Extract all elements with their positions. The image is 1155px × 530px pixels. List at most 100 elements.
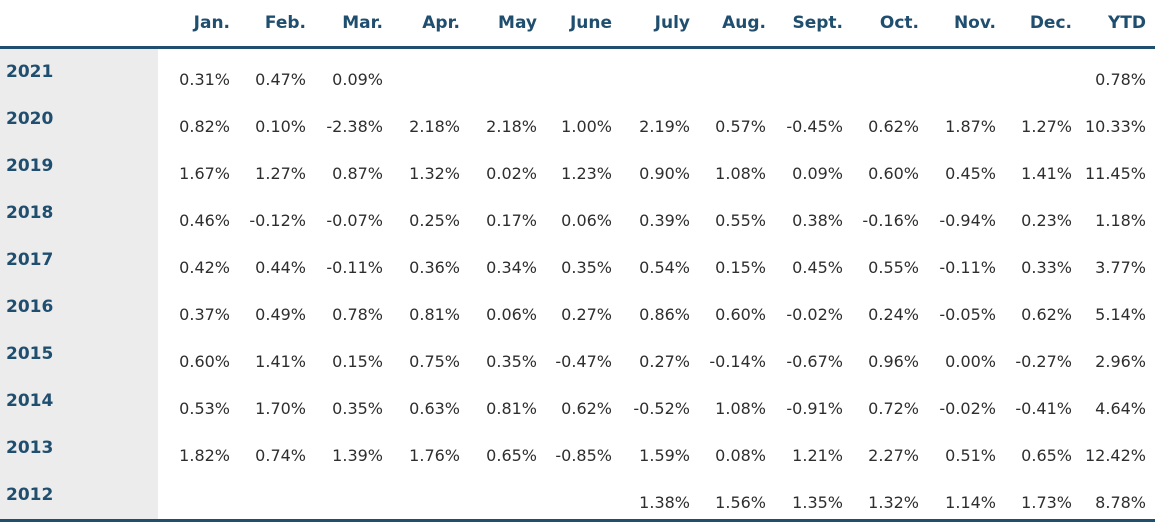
table-cell: -0.41% [1015,399,1072,418]
column-header: Nov. [953,13,996,33]
table-cell: 0.90% [639,164,690,183]
table-cell: 0.38% [792,211,843,230]
table-cell: 0.82% [179,117,230,136]
table-cell: 0.49% [255,305,306,324]
table-cell [918,70,996,90]
table-cell: 0.44% [255,258,306,277]
column-header: July [654,13,690,33]
table-cell: 0.87% [332,164,383,183]
row-year-label: 2012 [6,485,54,505]
table-cell: 0.72% [868,399,919,418]
table-cell: 4.64% [1095,399,1146,418]
table-cell: 0.53% [179,399,230,418]
table-cell: 0.35% [486,352,537,371]
column-header: June [569,13,612,33]
table-cell [382,70,460,90]
table-cell: 1.38% [639,493,690,512]
table-cell: 1.56% [715,493,766,512]
column-header: Sept. [792,13,843,33]
table-cell: 1.00% [561,117,612,136]
table-cell: 0.63% [409,399,460,418]
table-cell: 0.45% [792,258,843,277]
table-cell: 0.78% [1095,70,1146,89]
table-cell: -0.94% [939,211,996,230]
table-cell: 0.09% [332,70,383,89]
table-cell: 12.42% [1084,446,1146,465]
table-cell: 8.78% [1095,493,1146,512]
table-cell: 1.87% [945,117,996,136]
table-cell [765,70,843,90]
table-cell: 0.31% [179,70,230,89]
table-cell: 0.81% [486,399,537,418]
table-cell: 1.73% [1021,493,1072,512]
table-cell: -0.05% [939,305,996,324]
column-header: Apr. [422,13,460,33]
column-header: YTD [1107,13,1146,33]
table-cell: 0.15% [332,352,383,371]
table-cell: 2.18% [486,117,537,136]
table-cell: 0.24% [868,305,919,324]
table-cell: 0.27% [639,352,690,371]
row-year-label: 2021 [6,62,54,82]
row-year-label: 2018 [6,203,54,223]
table-cell: 0.75% [409,352,460,371]
table-cell: 0.15% [715,258,766,277]
table-cell: 0.65% [486,446,537,465]
table-cell: 0.02% [486,164,537,183]
table-cell: 0.42% [179,258,230,277]
table-cell: -0.14% [709,352,766,371]
table-cell: 1.08% [715,399,766,418]
table-cell: 0.96% [868,352,919,371]
table-cell: 1.67% [179,164,230,183]
table-cell: 1.18% [1095,211,1146,230]
table-cell [459,493,537,513]
column-header: Oct. [879,13,919,33]
table-cell: -0.02% [939,399,996,418]
table-cell: 0.23% [1021,211,1072,230]
table-cell: -0.11% [939,258,996,277]
table-cell: 2.18% [409,117,460,136]
row-year-label: 2016 [6,297,54,317]
table-cell [228,493,306,513]
table-cell: 0.39% [639,211,690,230]
table-cell: 1.70% [255,399,306,418]
table-cell [612,70,690,90]
table-cell: -2.38% [326,117,383,136]
table-cell: -0.11% [326,258,383,277]
table-cell [841,70,919,90]
table-cell: 0.62% [561,399,612,418]
table-cell: 1.82% [179,446,230,465]
row-year-label: 2019 [6,156,54,176]
table-cell: -0.16% [862,211,919,230]
table-cell: 0.10% [255,117,306,136]
table-cell: 0.74% [255,446,306,465]
column-header: May [498,13,537,33]
table-cell: 1.35% [792,493,843,512]
table-cell: 1.27% [1021,117,1072,136]
table-cell: -0.91% [786,399,843,418]
table-cell: 2.27% [868,446,919,465]
table-cell: 3.77% [1095,258,1146,277]
row-year-label: 2017 [6,250,54,270]
table-cell: 1.41% [1021,164,1072,183]
table-cell: 1.23% [561,164,612,183]
row-year-label: 2020 [6,109,54,129]
table-cell: 0.17% [486,211,537,230]
row-year-label: 2014 [6,391,54,411]
table-cell: 0.34% [486,258,537,277]
table-cell: 0.65% [1021,446,1072,465]
table-cell: 0.51% [945,446,996,465]
column-header: Aug. [722,13,766,33]
table-cell: 0.60% [179,352,230,371]
table-cell: 0.06% [561,211,612,230]
table-cell: 0.33% [1021,258,1072,277]
table-cell [534,70,612,90]
table-cell: 0.46% [179,211,230,230]
table-cell: -0.02% [786,305,843,324]
table-cell: -0.45% [786,117,843,136]
table-cell: 0.55% [868,258,919,277]
table-cell: 0.81% [409,305,460,324]
footer-rule [0,519,1155,522]
table-cell: -0.07% [326,211,383,230]
